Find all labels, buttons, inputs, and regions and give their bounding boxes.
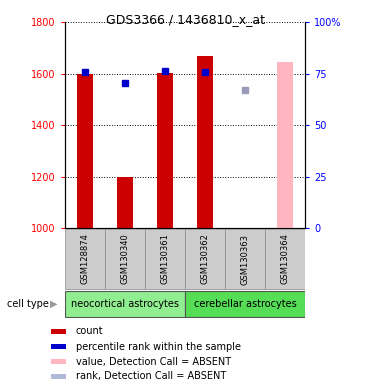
FancyBboxPatch shape bbox=[186, 229, 224, 289]
Text: GSM130364: GSM130364 bbox=[280, 233, 289, 285]
Text: GSM128874: GSM128874 bbox=[81, 233, 89, 285]
Text: GSM130340: GSM130340 bbox=[121, 233, 129, 285]
FancyBboxPatch shape bbox=[65, 229, 105, 289]
FancyBboxPatch shape bbox=[65, 291, 184, 317]
FancyBboxPatch shape bbox=[265, 229, 305, 289]
Text: cell type: cell type bbox=[7, 299, 49, 309]
Text: cerebellar astrocytes: cerebellar astrocytes bbox=[194, 299, 296, 309]
Text: value, Detection Call = ABSENT: value, Detection Call = ABSENT bbox=[76, 357, 231, 367]
Bar bbox=[51, 374, 66, 379]
Bar bbox=[51, 359, 66, 364]
Bar bbox=[197, 56, 213, 228]
Text: GSM130363: GSM130363 bbox=[240, 233, 249, 285]
Bar bbox=[51, 344, 66, 349]
Bar bbox=[77, 74, 93, 228]
Text: rank, Detection Call = ABSENT: rank, Detection Call = ABSENT bbox=[76, 371, 226, 381]
Text: GSM130362: GSM130362 bbox=[200, 233, 210, 285]
Text: percentile rank within the sample: percentile rank within the sample bbox=[76, 342, 241, 352]
Bar bbox=[51, 329, 66, 334]
FancyBboxPatch shape bbox=[225, 229, 265, 289]
Text: ▶: ▶ bbox=[50, 299, 58, 309]
Bar bbox=[157, 73, 173, 228]
FancyBboxPatch shape bbox=[145, 229, 184, 289]
Text: GSM130361: GSM130361 bbox=[160, 233, 170, 285]
Text: neocortical astrocytes: neocortical astrocytes bbox=[71, 299, 179, 309]
Text: GDS3366 / 1436810_x_at: GDS3366 / 1436810_x_at bbox=[106, 13, 265, 26]
Text: count: count bbox=[76, 326, 104, 336]
FancyBboxPatch shape bbox=[105, 229, 145, 289]
FancyBboxPatch shape bbox=[186, 291, 305, 317]
Bar bbox=[117, 177, 133, 228]
Bar bbox=[277, 62, 293, 228]
